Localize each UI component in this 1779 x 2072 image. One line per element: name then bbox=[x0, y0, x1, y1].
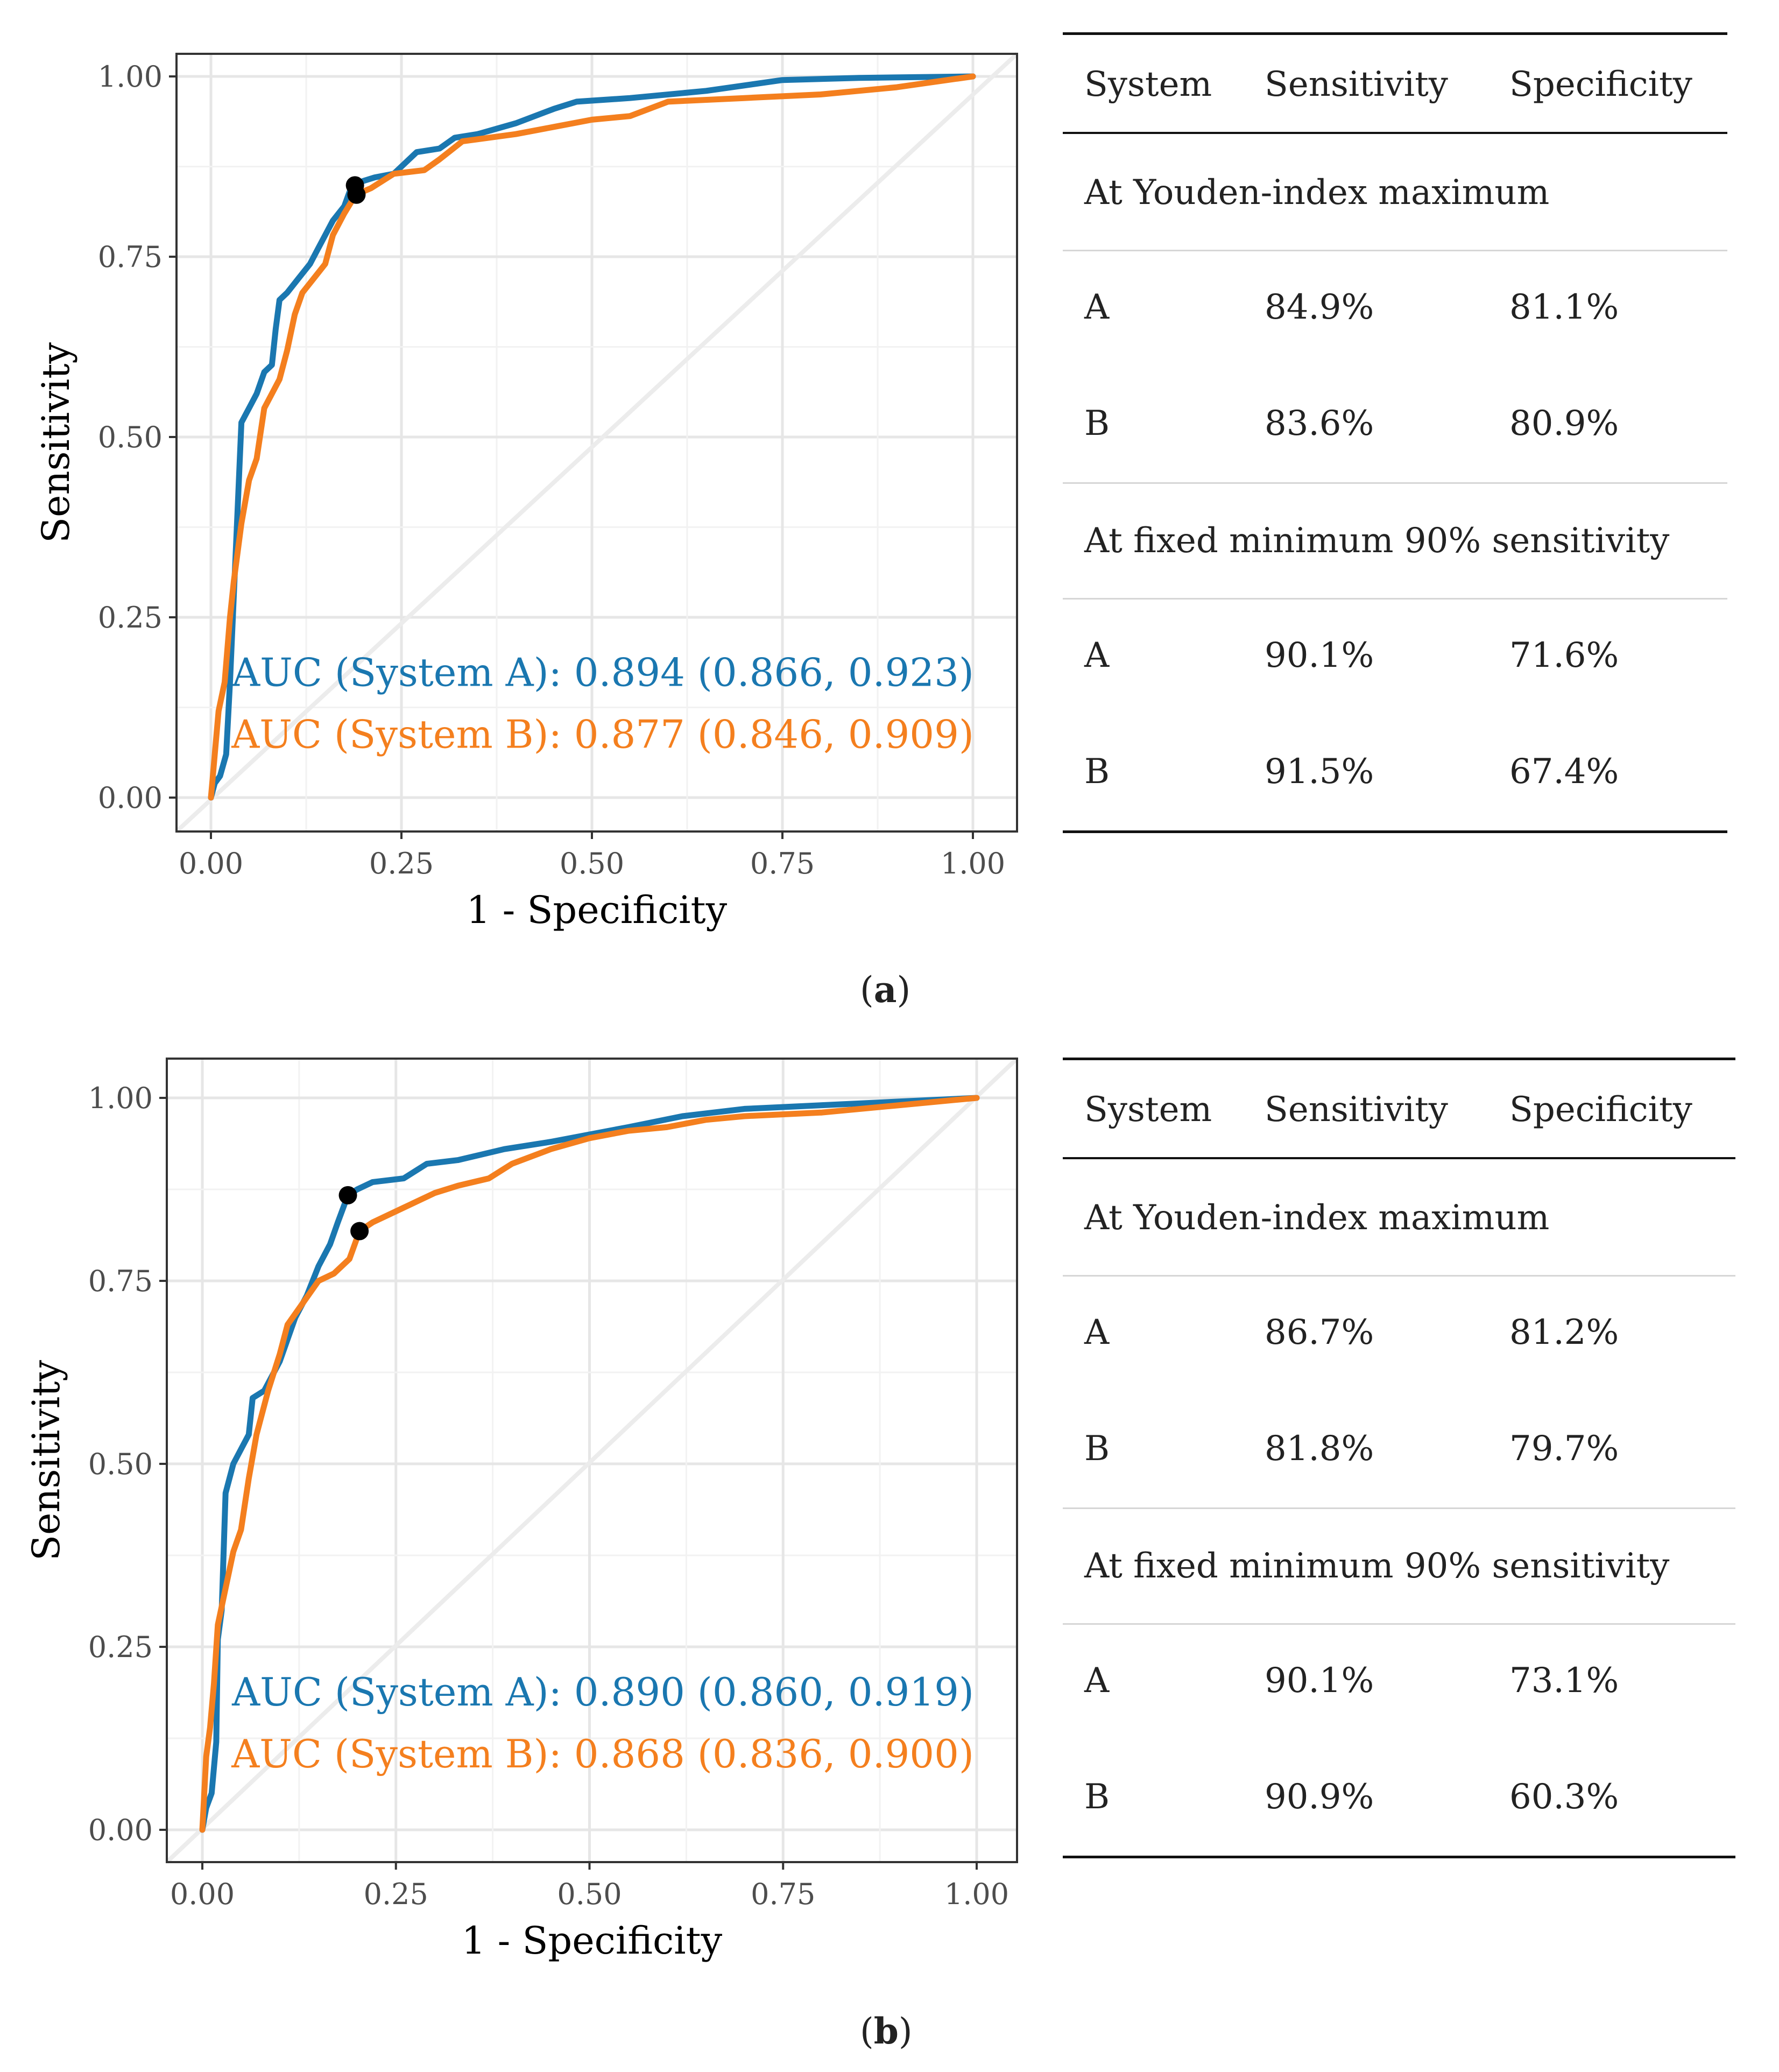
table-section-title: At Youden-index maximum bbox=[1084, 1198, 1550, 1238]
y-tick-label: 0.75 bbox=[88, 1264, 153, 1298]
y-tick-label: 0.25 bbox=[88, 1630, 153, 1664]
table-row-sensitivity: 90.1% bbox=[1265, 636, 1374, 675]
x-tick-label: 0.50 bbox=[557, 1877, 622, 1911]
diagonal-reference-line bbox=[175, 52, 1019, 833]
table-row-specificity: 79.7% bbox=[1509, 1429, 1619, 1469]
results-table-b: System Sensitivity Specificity At Youden-in… bbox=[1063, 1058, 1735, 1876]
x-axis-title: 1 - Specificity bbox=[462, 1919, 723, 1963]
table-row-sensitivity: 81.8% bbox=[1265, 1429, 1374, 1469]
y-axis-title: Sensitivity bbox=[24, 1360, 68, 1561]
roc-curve-system-b bbox=[208, 73, 976, 801]
table-row-specificity: 73.1% bbox=[1509, 1661, 1619, 1701]
figure-panel-a: 0.00 0.25 0.50 0.75 1.00 0.00 0.25 0.50 0.75 1.00… bbox=[34, 32, 1727, 1011]
table-row-system: B bbox=[1084, 1429, 1110, 1469]
diagonal-reference-line bbox=[165, 1057, 1019, 1864]
y-tick-label: 0.75 bbox=[98, 240, 163, 274]
y-axis-title: Sensitivity bbox=[34, 342, 78, 543]
y-tick-label: 1.00 bbox=[88, 1081, 153, 1115]
roc-curve-system-a bbox=[208, 73, 976, 801]
table-divider bbox=[1063, 598, 1727, 600]
table-divider bbox=[1063, 482, 1727, 484]
table-divider bbox=[1063, 1275, 1735, 1277]
table-row-system: A bbox=[1084, 1661, 1110, 1701]
table-row-system: B bbox=[1084, 752, 1110, 792]
panel-label-b: b bbox=[873, 2010, 899, 2052]
y-tick-label: 0.25 bbox=[98, 601, 163, 635]
table-row-sensitivity: 90.9% bbox=[1265, 1777, 1374, 1817]
table-section-title: At fixed minimum 90% sensitivity bbox=[1084, 1546, 1670, 1586]
figure-panel-b: 0.00 0.25 0.50 0.75 1.00 0.00 0.25 0.50 0.75 1.00… bbox=[0, 1036, 1779, 2072]
x-tick-label: 0.75 bbox=[750, 847, 815, 880]
x-tick-label: 0.25 bbox=[364, 1877, 428, 1911]
table-section-title: At fixed minimum 90% sensitivity bbox=[1084, 521, 1670, 561]
panel-label-a: a bbox=[873, 969, 897, 1011]
youden-marker-system-a bbox=[338, 1186, 357, 1204]
table-divider bbox=[1063, 1623, 1735, 1625]
table-row-specificity: 71.6% bbox=[1509, 636, 1619, 675]
y-tick-label: 0.50 bbox=[98, 420, 163, 454]
table-row-system: A bbox=[1084, 636, 1110, 675]
table-header-sensitivity: Sensitivity bbox=[1265, 1090, 1448, 1130]
roc-chart-b: 0.00 0.25 0.50 0.75 1.00 0.00 0.25 0.50 0.75 1.00… bbox=[24, 1057, 1019, 1963]
results-table-a: System Sensitivity Specificity At Youden-in… bbox=[1063, 32, 1727, 840]
table-header-sensitivity: Sensitivity bbox=[1265, 65, 1448, 104]
table-row-sensitivity: 84.9% bbox=[1265, 287, 1374, 327]
table-row-specificity: 81.2% bbox=[1509, 1313, 1619, 1352]
plot-border bbox=[166, 1058, 1018, 1863]
table-bottom-rule bbox=[1063, 1856, 1735, 1858]
table-row-specificity: 67.4% bbox=[1509, 752, 1619, 792]
x-axis-title: 1 - Specificity bbox=[467, 888, 728, 932]
x-tick-label: 1.00 bbox=[941, 847, 1005, 880]
x-tick-label: 0.50 bbox=[560, 847, 624, 880]
table-row-system: B bbox=[1084, 404, 1110, 443]
youden-marker-system-b bbox=[350, 1222, 369, 1241]
x-tick-label: 0.00 bbox=[170, 1877, 235, 1911]
plot-border bbox=[175, 53, 1018, 833]
roc-curve-system-b bbox=[199, 1095, 980, 1833]
table-divider bbox=[1063, 1507, 1735, 1509]
auc-annotation-system-b: AUC (System B): 0.868 (0.836, 0.900) bbox=[231, 1731, 974, 1777]
table-header-rule bbox=[1063, 132, 1727, 134]
table-bottom-rule bbox=[1063, 830, 1727, 833]
table-row-system: A bbox=[1084, 287, 1110, 327]
y-tick-label: 1.00 bbox=[98, 60, 163, 94]
x-tick-label: 0.25 bbox=[369, 847, 434, 880]
youden-marker-system-b bbox=[347, 185, 366, 204]
table-row-system: A bbox=[1084, 1313, 1110, 1352]
table-row-sensitivity: 90.1% bbox=[1265, 1661, 1374, 1701]
table-header-system: System bbox=[1084, 1090, 1212, 1130]
panel-caption-a: (a) bbox=[860, 969, 911, 1011]
auc-annotation-system-b: AUC (System B): 0.877 (0.846, 0.909) bbox=[231, 711, 974, 757]
grid bbox=[177, 54, 1017, 831]
grid bbox=[167, 1059, 1017, 1862]
table-row-sensitivity: 83.6% bbox=[1265, 404, 1374, 443]
y-tick-label: 0.50 bbox=[88, 1447, 153, 1481]
x-tick-label: 0.00 bbox=[179, 847, 243, 880]
y-tick-label: 0.00 bbox=[88, 1813, 153, 1847]
auc-annotation-system-a: AUC (System A): 0.894 (0.866, 0.923) bbox=[231, 650, 974, 695]
table-header-system: System bbox=[1084, 65, 1212, 104]
table-row-system: B bbox=[1084, 1777, 1110, 1817]
x-tick-label: 1.00 bbox=[944, 1877, 1009, 1911]
table-top-rule bbox=[1063, 32, 1727, 35]
table-header-specificity: Specificity bbox=[1509, 1090, 1692, 1130]
table-row-sensitivity: 91.5% bbox=[1265, 752, 1374, 792]
table-section-title: At Youden-index maximum bbox=[1084, 173, 1550, 213]
roc-chart-a: 0.00 0.25 0.50 0.75 1.00 0.00 0.25 0.50 0.75 1.00… bbox=[34, 52, 1019, 932]
table-header-rule bbox=[1063, 1157, 1735, 1159]
table-divider bbox=[1063, 250, 1727, 251]
y-tick-label: 0.00 bbox=[98, 781, 163, 815]
table-row-sensitivity: 86.7% bbox=[1265, 1313, 1374, 1352]
table-row-specificity: 80.9% bbox=[1509, 404, 1619, 443]
auc-annotation-system-a: AUC (System A): 0.890 (0.860, 0.919) bbox=[231, 1669, 974, 1715]
table-top-rule bbox=[1063, 1058, 1735, 1060]
table-header-specificity: Specificity bbox=[1509, 65, 1692, 104]
table-row-specificity: 81.1% bbox=[1509, 287, 1619, 327]
panel-caption-b: (b) bbox=[860, 2010, 913, 2052]
roc-curve-system-a bbox=[199, 1095, 980, 1833]
x-tick-label: 0.75 bbox=[751, 1877, 815, 1911]
table-row-specificity: 60.3% bbox=[1509, 1777, 1619, 1817]
